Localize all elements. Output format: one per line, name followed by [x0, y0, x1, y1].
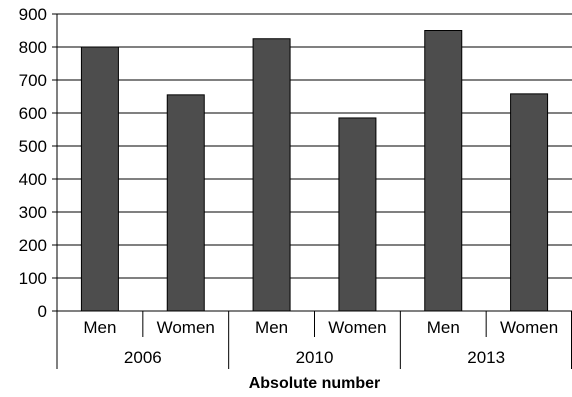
- axes: [52, 13, 572, 369]
- bar-2010-men: [252, 38, 291, 312]
- y-tick-label: 400: [19, 170, 47, 189]
- grid-lines: [57, 13, 572, 279]
- bars: [80, 30, 549, 312]
- y-tick-label: 900: [19, 5, 47, 24]
- bar-2013-men: [424, 30, 463, 312]
- x-category-label: Men: [427, 318, 460, 337]
- bar-2006-women: [166, 94, 205, 312]
- y-tick-label: 800: [19, 38, 47, 57]
- y-tick-label: 600: [19, 104, 47, 123]
- y-tick-label: 500: [19, 137, 47, 156]
- y-axis-tick-labels: 0 100 200 300 400 500 600 700 800 900: [19, 5, 47, 321]
- y-tick-label: 0: [38, 302, 47, 321]
- x-category-label: Women: [500, 318, 558, 337]
- x-axis-group-labels: 2006 2010 2013: [124, 348, 505, 367]
- x-axis-category-labels: Men Women Men Women Men Women: [83, 318, 558, 337]
- y-tick-label: 100: [19, 269, 47, 288]
- x-category-label: Women: [328, 318, 386, 337]
- x-group-label: 2010: [296, 348, 334, 367]
- x-category-label: Men: [255, 318, 288, 337]
- x-axis-title: Absolute number: [249, 375, 381, 392]
- x-category-label: Men: [83, 318, 116, 337]
- bar-2006-men: [80, 46, 119, 312]
- x-category-label: Women: [157, 318, 215, 337]
- y-tick-label: 700: [19, 71, 47, 90]
- y-tick-label: 200: [19, 236, 47, 255]
- bar-2010-women: [338, 117, 377, 312]
- x-group-label: 2013: [467, 348, 505, 367]
- bar-2013-women: [510, 93, 549, 312]
- y-tick-label: 300: [19, 203, 47, 222]
- x-group-label: 2006: [124, 348, 162, 367]
